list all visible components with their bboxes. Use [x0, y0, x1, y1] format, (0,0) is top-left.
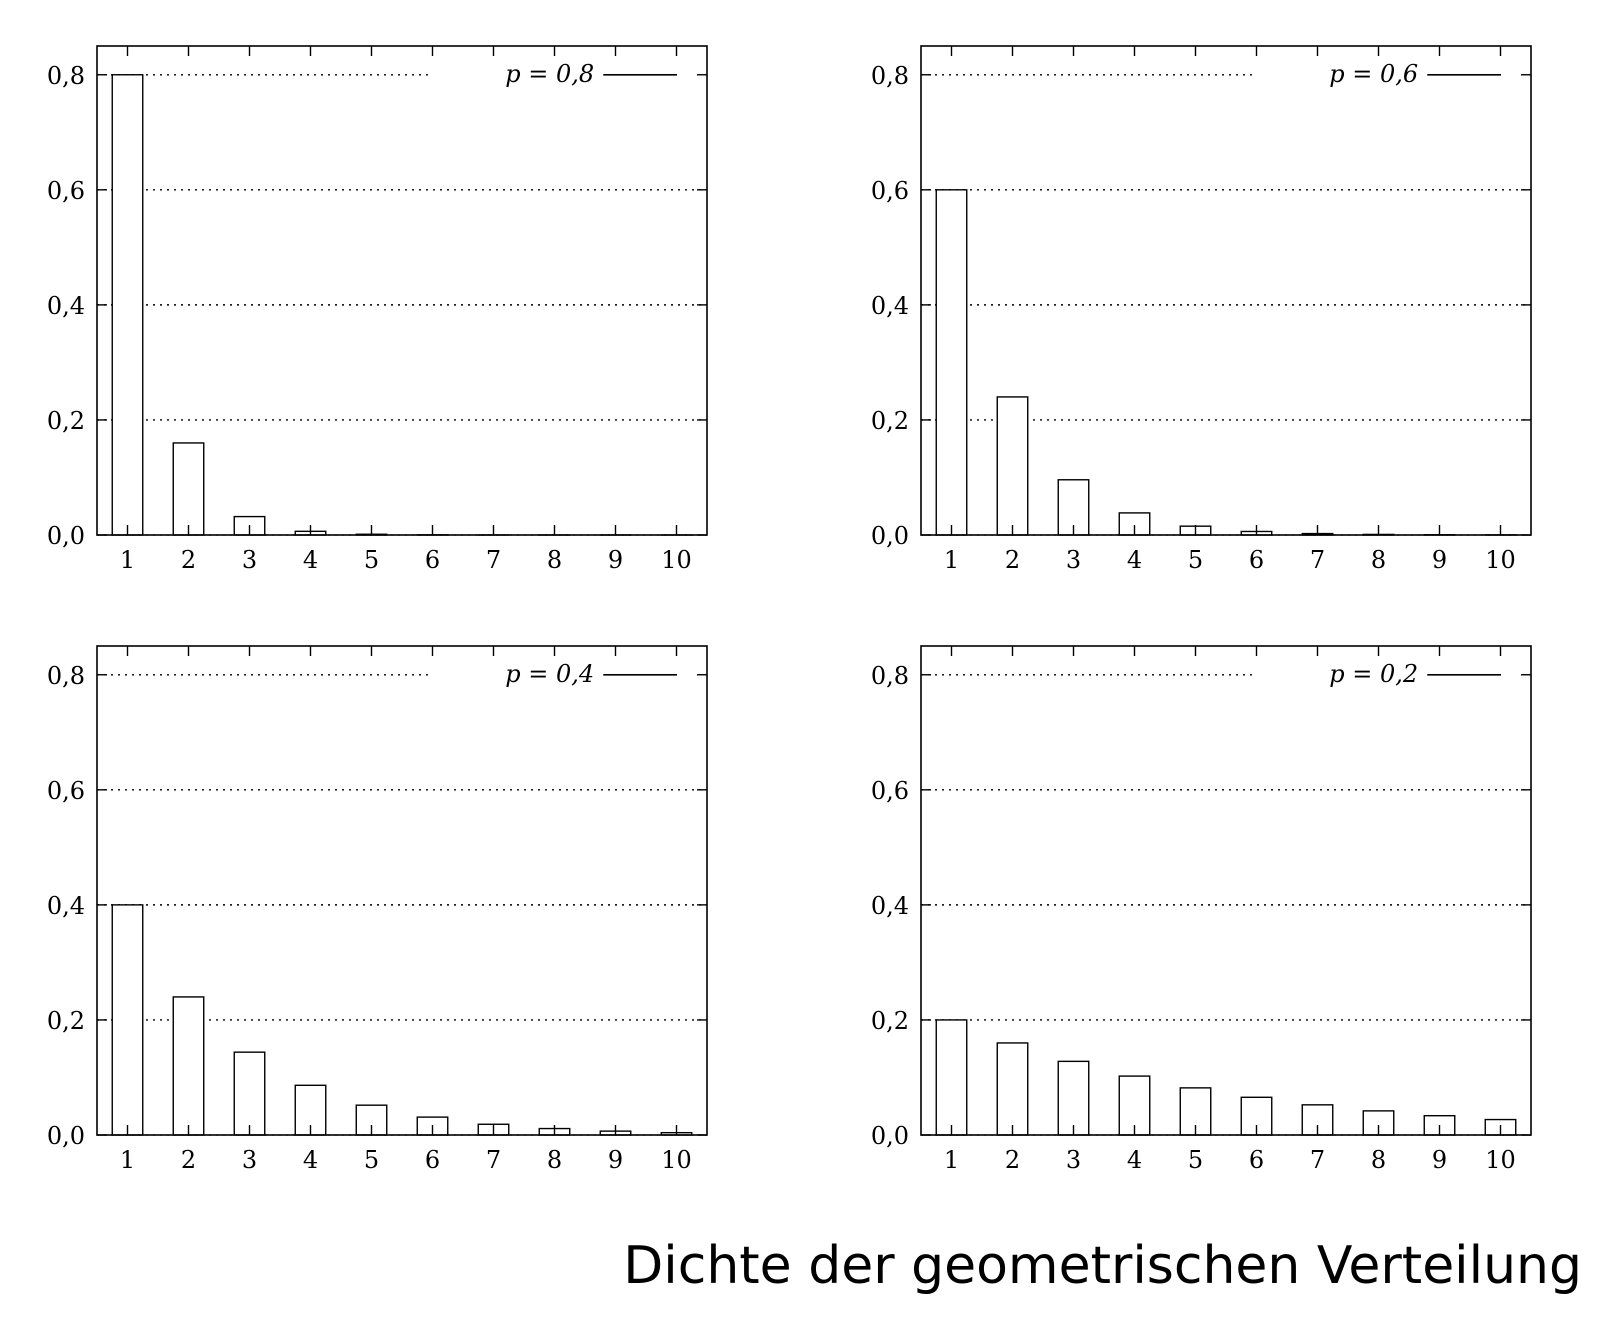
x-tick-label: 1 — [120, 1146, 135, 1174]
bar — [172, 442, 205, 536]
y-tick-label: 0,4 — [871, 892, 909, 920]
x-tick-label: 1 — [944, 546, 959, 574]
x-tick-label: 7 — [486, 546, 501, 574]
x-tick-label: 2 — [1005, 1146, 1020, 1174]
y-tick-label: 0,0 — [47, 522, 85, 550]
y-tick-label: 0,2 — [47, 407, 85, 435]
x-tick-label: 10 — [661, 1146, 692, 1174]
x-tick-label: 8 — [1371, 1146, 1386, 1174]
x-tick-label: 2 — [1005, 546, 1020, 574]
x-tick-label: 8 — [547, 546, 562, 574]
x-tick-label: 6 — [1249, 546, 1264, 574]
x-tick-label: 4 — [1127, 1146, 1142, 1174]
y-tick-label: 0,4 — [47, 892, 85, 920]
x-tick-label: 4 — [1127, 546, 1142, 574]
x-tick-label: 5 — [1188, 1146, 1203, 1174]
bar — [1057, 1060, 1090, 1136]
y-tick-label: 0,2 — [871, 1007, 909, 1035]
legend-label: p = 0,6 — [1329, 60, 1418, 88]
y-tick-label: 0,2 — [47, 1007, 85, 1035]
y-tick-label: 0,2 — [871, 407, 909, 435]
bar — [111, 74, 144, 536]
bar — [996, 396, 1029, 536]
y-tick-label: 0,8 — [871, 662, 909, 690]
plot-frame — [96, 645, 708, 1136]
y-tick-label: 0,4 — [871, 292, 909, 320]
x-tick-label: 6 — [1249, 1146, 1264, 1174]
x-tick-label: 9 — [1432, 1146, 1447, 1174]
y-tick-label: 0,8 — [47, 62, 85, 90]
x-tick-label: 8 — [547, 1146, 562, 1174]
y-tick-label: 0,8 — [871, 62, 909, 90]
chart-panel-3: 0,0 0,2 0,4 0,6 0,8 1 2 3 4 5 6 7 8 9 10 p = 0,4 — [47, 645, 708, 1174]
x-tick-label: 4 — [303, 1146, 318, 1174]
x-tick-label: 7 — [486, 1146, 501, 1174]
chart-panel-4: 0,0 0,2 0,4 0,6 0,8 1 2 3 4 5 6 7 8 9 10 p = 0,2 — [871, 645, 1532, 1174]
y-tick-label: 0,0 — [871, 1122, 909, 1150]
y-tick-label: 0,6 — [871, 777, 909, 805]
y-tick-label: 0,0 — [871, 522, 909, 550]
x-tick-label: 1 — [120, 546, 135, 574]
x-tick-label: 3 — [242, 1146, 257, 1174]
bar — [172, 996, 205, 1136]
x-tick-label: 10 — [1485, 546, 1516, 574]
bar — [996, 1042, 1029, 1136]
legend-label: p = 0,4 — [505, 660, 594, 688]
legend-label: p = 0,8 — [505, 60, 594, 88]
y-tick-label: 0,0 — [47, 1122, 85, 1150]
y-tick-label: 0,6 — [47, 777, 85, 805]
figure-caption: Dichte der geometrischen Verteilung — [623, 1236, 1582, 1296]
plot-frame — [920, 645, 1532, 1136]
x-tick-label: 10 — [1485, 1146, 1516, 1174]
x-tick-label: 3 — [1066, 546, 1081, 574]
x-tick-label: 9 — [608, 1146, 623, 1174]
x-tick-label: 6 — [425, 1146, 440, 1174]
x-tick-label: 1 — [944, 1146, 959, 1174]
y-tick-label: 0,8 — [47, 662, 85, 690]
x-tick-label: 2 — [181, 1146, 196, 1174]
x-tick-label: 7 — [1310, 1146, 1325, 1174]
x-tick-label: 7 — [1310, 546, 1325, 574]
y-tick-label: 0,6 — [871, 177, 909, 205]
x-tick-label: 5 — [364, 1146, 379, 1174]
x-tick-label: 4 — [303, 546, 318, 574]
x-tick-label: 5 — [1188, 546, 1203, 574]
x-tick-label: 6 — [425, 546, 440, 574]
bar — [1057, 479, 1090, 536]
x-tick-label: 10 — [661, 546, 692, 574]
bar — [233, 1051, 266, 1136]
bar — [935, 1019, 968, 1136]
bar — [935, 189, 968, 536]
y-tick-label: 0,4 — [47, 292, 85, 320]
x-tick-label: 5 — [364, 546, 379, 574]
plot-frame — [920, 45, 1532, 536]
x-tick-label: 3 — [1066, 1146, 1081, 1174]
chart-panel-1: 0,0 0,2 0,4 0,6 0,8 1 2 3 4 5 6 7 8 9 10 p = 0,8 — [47, 45, 708, 574]
y-tick-label: 0,6 — [47, 177, 85, 205]
bar — [111, 904, 144, 1136]
legend-label: p = 0,2 — [1329, 660, 1418, 688]
x-tick-label: 2 — [181, 546, 196, 574]
x-tick-label: 3 — [242, 546, 257, 574]
chart-panel-2: 0,0 0,2 0,4 0,6 0,8 1 2 3 4 5 6 7 8 9 10 p = 0,6 — [871, 45, 1532, 574]
x-tick-label: 8 — [1371, 546, 1386, 574]
x-tick-label: 9 — [1432, 546, 1447, 574]
plot-frame — [96, 45, 708, 536]
x-tick-label: 9 — [608, 546, 623, 574]
